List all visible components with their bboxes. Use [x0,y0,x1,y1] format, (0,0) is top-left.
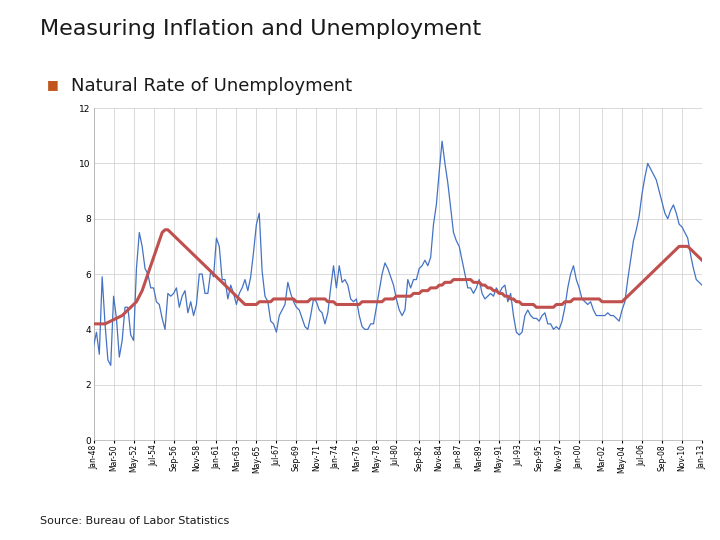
Text: ■: ■ [47,78,58,91]
Text: Measuring Inflation and Unemployment: Measuring Inflation and Unemployment [40,19,481,39]
Text: Natural Rate of Unemployment: Natural Rate of Unemployment [71,77,351,95]
Text: Source: Bureau of Labor Statistics: Source: Bureau of Labor Statistics [40,516,229,526]
